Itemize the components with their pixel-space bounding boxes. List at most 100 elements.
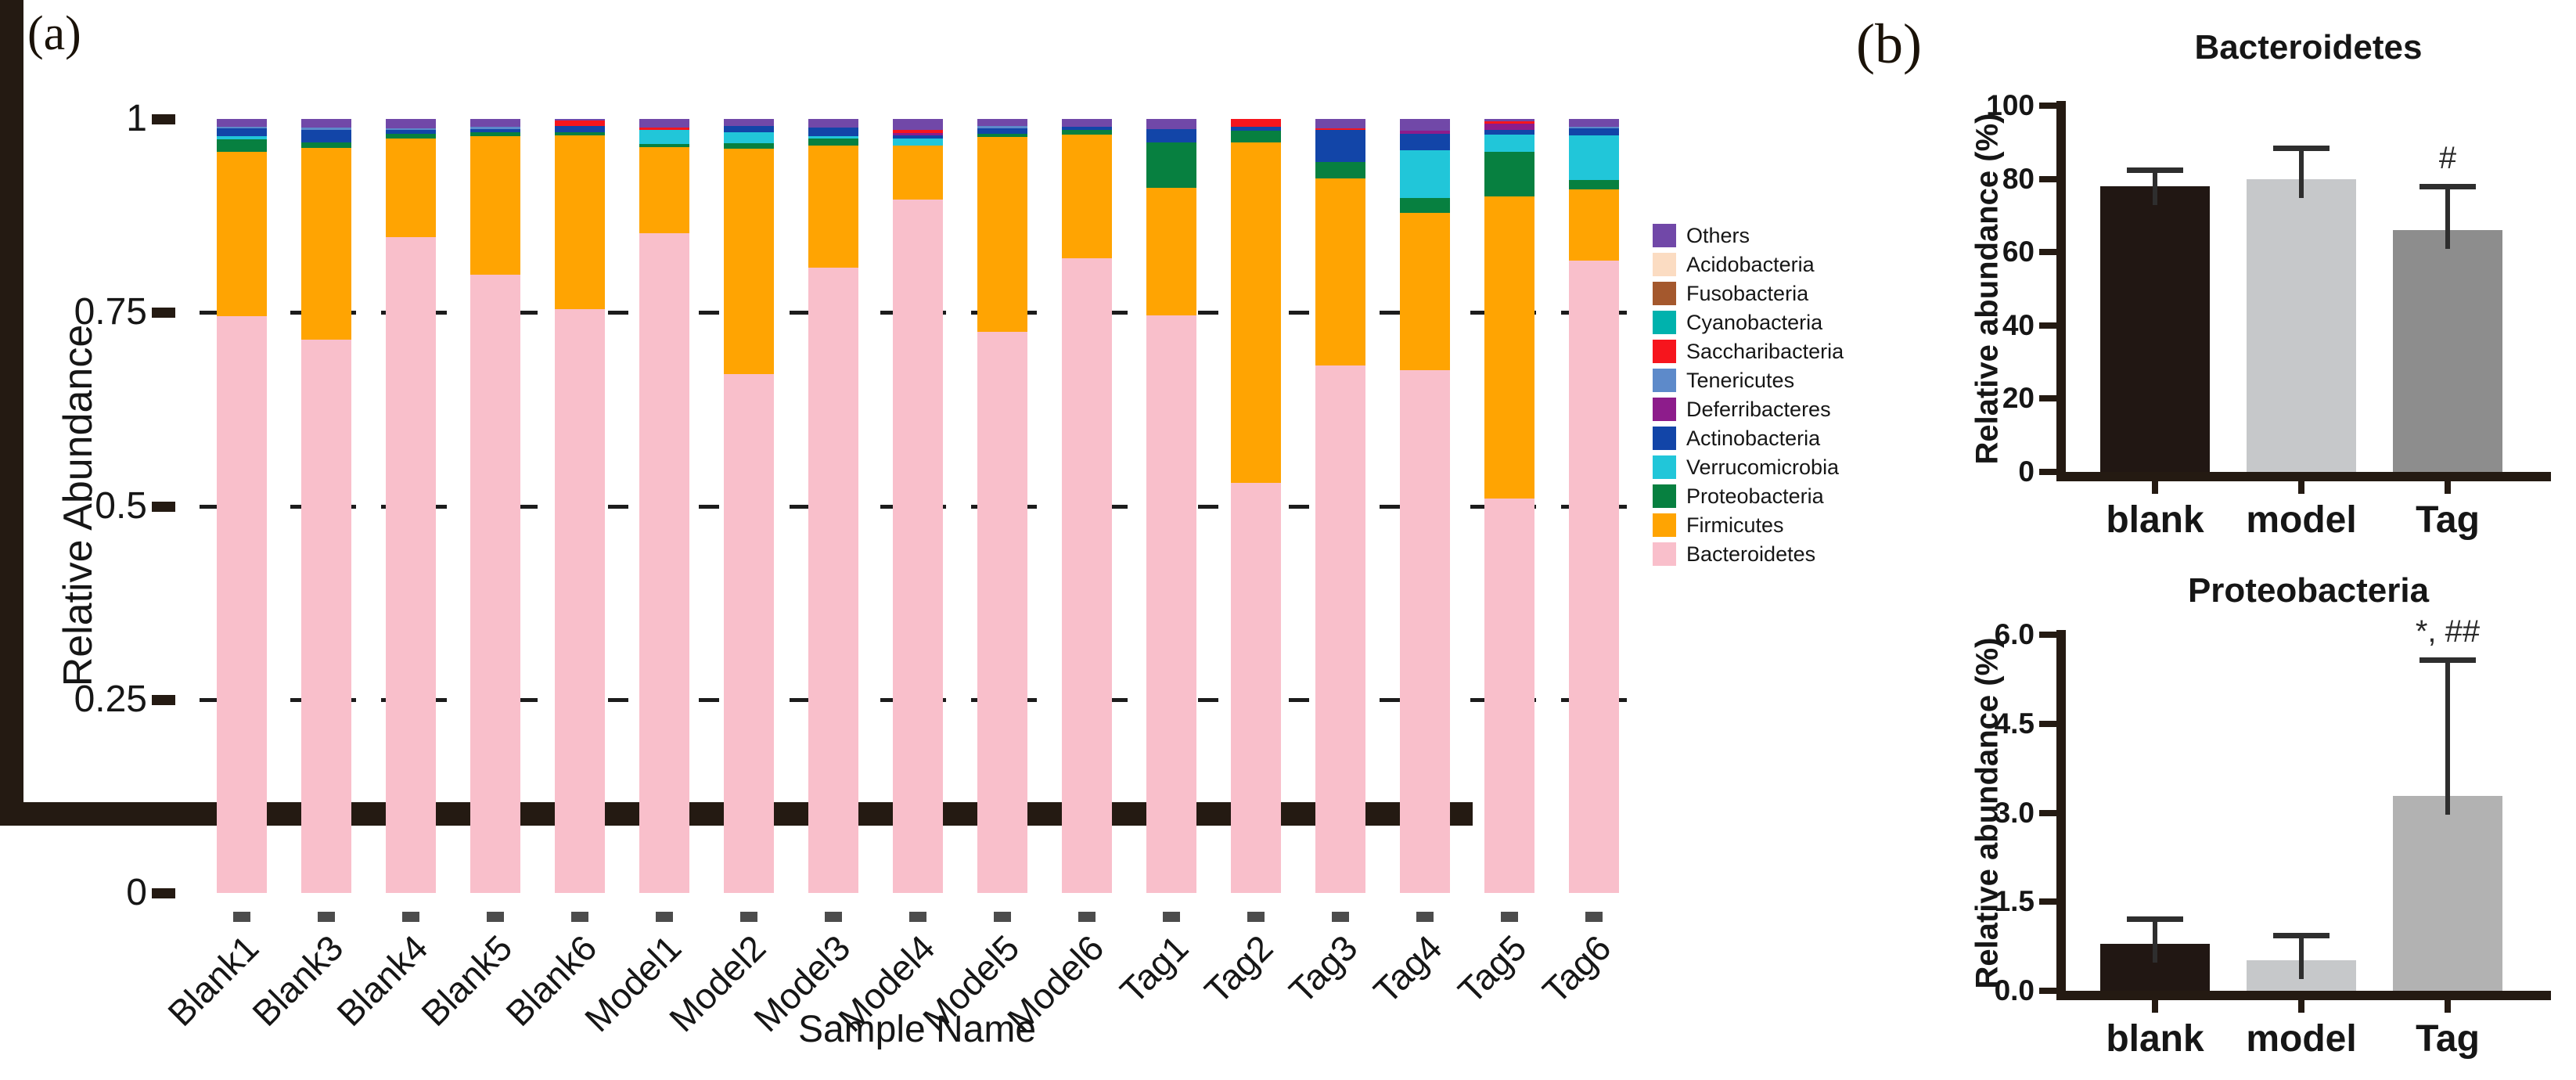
legend-swatch-bacteroidetes [1653,542,1676,566]
y-tick-mark [152,694,175,705]
legend-item-deferribacteres: Deferribacteres [1653,398,1844,421]
segment-bacteroidetes [301,339,351,893]
y-tick-label: 1 [126,98,147,139]
y-tick-mark [152,308,175,319]
stacked-bar-Model5 [977,119,1027,893]
legend-item-cyanobacteria: Cyanobacteria [1653,311,1844,334]
y-tick-label: 3.0 [1994,796,2035,829]
legend-label: Tenericutes [1686,369,1795,392]
y-tick-mark [2039,988,2056,994]
segment-others [386,119,436,128]
segment-verrucomicrobia [1484,134,1534,152]
segment-others [1569,119,1619,127]
legend-label: Deferribacteres [1686,398,1831,421]
segment-firmicutes [386,138,436,238]
segment-actinobacteria [1146,128,1196,142]
stacked-bar-Blank6 [555,119,605,893]
legend-item-actinobacteria: Actinobacteria [1653,427,1844,450]
y-tick-label: 4.5 [1994,707,2035,740]
y-tick-label: 0 [126,872,147,913]
segment-others [724,119,774,126]
y-tick-label: 0.0 [1994,974,2035,1006]
x-tick-mark [909,912,926,922]
legend-item-verrucomicrobia: Verrucomicrobia [1653,455,1844,479]
y-tick-mark [2039,720,2056,727]
proteobacteria-bar-chart: Proteobacteria Relative abundance (%) 0.0 1… [1956,548,2576,1080]
legend-item-others: Others [1653,224,1844,247]
y-tick-mark [2039,469,2056,475]
segment-bacteroidetes [1484,498,1534,893]
segment-proteobacteria [808,138,858,146]
segment-actinobacteria [893,135,943,139]
segment-verrucomicrobia [808,135,858,139]
segment-others [808,119,858,128]
significance-annotation: *, ## [2415,614,2481,649]
error-bar-cap [2419,657,2476,663]
legend-label: Saccharibacteria [1686,340,1844,363]
segment-verrucomicrobia [1400,149,1450,198]
segment-proteobacteria [1146,142,1196,189]
segment-bacteroidetes [808,267,858,893]
legend-label: Actinobacteria [1686,427,1821,450]
segment-proteobacteria [1484,151,1534,196]
stacked-bar-Model1 [639,119,689,893]
x-tick-mark [656,912,673,922]
segment-actinobacteria [1315,129,1365,163]
segment-saccharibacteria [893,129,943,133]
segment-saccharibacteria [1315,128,1365,130]
segment-proteobacteria [1569,180,1619,190]
segment-bacteroidetes [1315,365,1365,893]
segment-bacteroidetes [1400,370,1450,893]
x-tick-mark [402,912,419,922]
segment-deferribacteres [1484,123,1534,130]
x-tick-label-Tag: Tag [2416,499,2480,541]
x-tick-mark [1501,912,1518,922]
stacked-bar-Blank1 [217,119,267,893]
segment-verrucomicrobia [724,131,774,143]
stacked-bar-Tag2 [1231,119,1281,893]
stacked-bar-Tag3 [1315,119,1365,893]
error-bar-cap [2273,932,2330,938]
segment-saccharibacteria [639,127,689,130]
x-tick-label-model: model [2246,499,2357,541]
phylum-legend: Others Acidobacteria Fusobacteria Cyanobact… [1653,224,1844,571]
legend-item-acidobacteria: Acidobacteria [1653,253,1844,276]
stacked-bar-Model2 [724,119,774,893]
segment-proteobacteria [386,133,436,139]
y-axis-spine [2056,630,2066,1000]
segment-firmicutes [977,136,1027,332]
legend-item-fusobacteria: Fusobacteria [1653,282,1844,305]
stacked-bar-Model6 [1062,119,1112,893]
y-tick-label: 40 [2002,308,2035,341]
stacked-bar-Blank4 [386,119,436,893]
segment-verrucomicrobia [639,129,689,144]
segment-bacteroidetes [1231,482,1281,893]
segment-others [1146,119,1196,129]
error-bar-stem [2445,659,2450,815]
y-axis-spine [2056,101,2066,481]
error-bar-cap [2419,183,2476,189]
x-tick-label-Tag: Tag [2416,1018,2480,1060]
segment-firmicutes [1062,134,1112,259]
legend-swatch-actinobacteria [1653,427,1676,450]
segment-actinobacteria [808,127,858,136]
legend-swatch-others [1653,224,1676,247]
segment-bacteroidetes [977,331,1027,893]
segment-others [1400,119,1450,131]
stacked-bar-Model4 [893,119,943,893]
chart-title: Bacteroidetes [2194,28,2423,67]
segment-proteobacteria [301,142,351,148]
bar-Tag [2393,796,2502,991]
segment-proteobacteria [639,143,689,147]
segment-proteobacteria [977,133,1027,137]
stacked-bar-Tag6 [1569,119,1619,893]
legend-swatch-tenericutes [1653,369,1676,392]
segment-tenericutes [386,128,436,130]
stacked-bar-Blank5 [470,119,520,893]
segment-bacteroidetes [893,199,943,893]
x-tick-mark [2298,1000,2304,1013]
y-tick-label: 0.25 [74,678,147,720]
segment-actinobacteria [724,125,774,132]
stacked-bar-Model3 [808,119,858,893]
